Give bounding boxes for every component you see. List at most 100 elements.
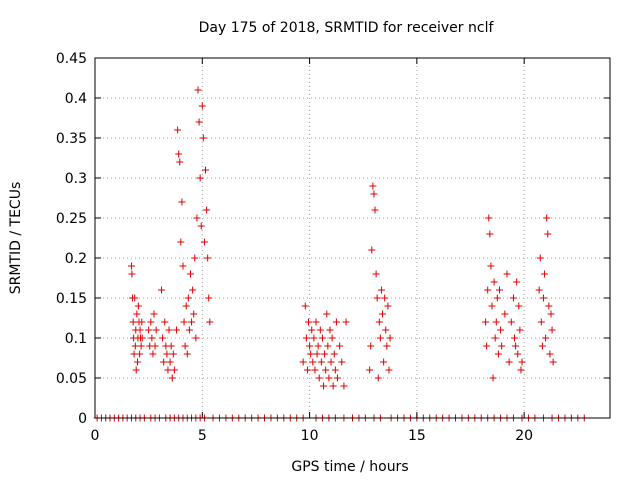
data-point — [151, 342, 159, 350]
data-point — [325, 374, 333, 382]
data-point — [370, 190, 378, 198]
data-point — [331, 366, 339, 374]
x-tick-label: 0 — [91, 428, 100, 444]
data-point — [317, 358, 325, 366]
data-point — [513, 278, 521, 286]
data-point — [310, 334, 318, 342]
data-point — [316, 326, 324, 334]
data-point — [518, 358, 526, 366]
data-point — [367, 342, 375, 350]
data-point — [180, 318, 188, 326]
data-point — [514, 350, 522, 358]
data-point — [547, 310, 555, 318]
data-point — [517, 366, 525, 374]
data-point — [543, 214, 551, 222]
data-point — [138, 334, 146, 342]
data-point — [184, 294, 192, 302]
data-point — [308, 326, 316, 334]
y-tick-label: 0 — [78, 411, 87, 427]
data-point — [539, 294, 547, 302]
y-axis-label: SRMTID / TECUs — [8, 182, 24, 295]
data-point — [486, 230, 494, 238]
data-point — [516, 326, 524, 334]
data-point — [372, 270, 380, 278]
data-point — [323, 310, 331, 318]
data-point — [202, 166, 210, 174]
data-point — [491, 334, 499, 342]
data-point — [312, 318, 320, 326]
y-tick-label: 0.35 — [56, 131, 87, 147]
data-point — [168, 374, 176, 382]
data-point — [134, 302, 142, 310]
data-point — [538, 342, 546, 350]
data-point — [186, 270, 194, 278]
data-point — [336, 342, 344, 350]
y-tick-label: 0.15 — [56, 291, 87, 307]
data-points — [93, 86, 588, 422]
data-point — [204, 254, 212, 262]
data-point — [515, 302, 523, 310]
data-point — [380, 358, 388, 366]
data-point — [497, 326, 505, 334]
data-point — [132, 366, 140, 374]
data-point — [328, 334, 336, 342]
data-point — [178, 198, 186, 206]
data-point — [197, 222, 205, 230]
data-point — [195, 118, 203, 126]
data-point — [490, 278, 498, 286]
data-point — [342, 318, 350, 326]
data-point — [374, 374, 382, 382]
data-point — [147, 318, 155, 326]
data-point — [205, 294, 213, 302]
data-point — [152, 326, 160, 334]
x-tick-label: 10 — [301, 428, 319, 444]
x-tick-label: 5 — [198, 428, 207, 444]
data-point — [542, 334, 550, 342]
data-point — [382, 326, 390, 334]
data-point — [182, 302, 190, 310]
y-tick-label: 0.4 — [65, 91, 87, 107]
data-point — [375, 318, 383, 326]
data-point — [305, 318, 313, 326]
data-point — [379, 310, 387, 318]
data-point — [488, 302, 496, 310]
data-point — [177, 238, 185, 246]
data-point — [164, 366, 172, 374]
data-point — [381, 294, 389, 302]
data-point — [386, 334, 394, 342]
data-point — [190, 310, 198, 318]
data-point — [301, 302, 309, 310]
data-point — [498, 342, 506, 350]
data-point — [366, 366, 374, 374]
data-point — [188, 318, 196, 326]
data-point — [133, 310, 141, 318]
data-point — [196, 174, 204, 182]
data-point — [149, 350, 157, 358]
data-point — [535, 286, 543, 294]
data-point — [369, 182, 377, 190]
data-point — [181, 342, 189, 350]
data-point — [322, 366, 330, 374]
y-tick-label: 0.45 — [56, 51, 87, 67]
data-point — [494, 350, 502, 358]
data-point — [191, 254, 199, 262]
data-point — [493, 294, 501, 302]
data-point — [303, 366, 311, 374]
data-point — [383, 342, 391, 350]
data-point — [136, 350, 144, 358]
data-point — [376, 334, 384, 342]
data-point — [198, 102, 206, 110]
data-point — [167, 342, 175, 350]
data-point — [509, 294, 517, 302]
data-point — [384, 302, 392, 310]
data-point — [318, 334, 326, 342]
data-point — [163, 350, 171, 358]
data-point — [169, 350, 177, 358]
y-tick-label: 0.05 — [56, 371, 87, 387]
data-point — [175, 150, 183, 158]
data-point — [203, 206, 211, 214]
chart-title: Day 175 of 2018, SRMTID for receiver ncl… — [199, 20, 495, 36]
data-point — [501, 310, 509, 318]
data-point — [136, 326, 144, 334]
